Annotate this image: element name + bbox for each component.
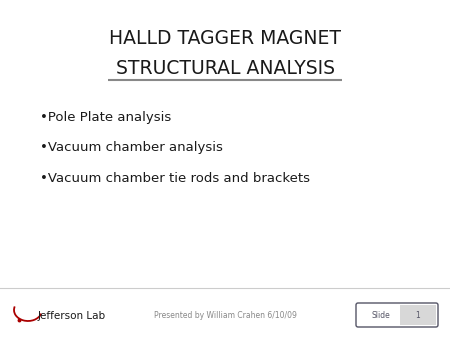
Text: 1: 1 [416, 311, 420, 319]
Text: Slide: Slide [372, 311, 391, 319]
Text: STRUCTURAL ANALYSIS: STRUCTURAL ANALYSIS [116, 58, 334, 77]
FancyBboxPatch shape [356, 303, 438, 327]
Text: HALLD TAGGER MAGNET: HALLD TAGGER MAGNET [109, 28, 341, 48]
Text: Jefferson Lab: Jefferson Lab [38, 311, 106, 321]
Text: Presented by William Crahen 6/10/09: Presented by William Crahen 6/10/09 [153, 312, 297, 320]
Text: •Pole Plate analysis: •Pole Plate analysis [40, 112, 171, 124]
FancyBboxPatch shape [400, 305, 436, 325]
Text: •Vacuum chamber analysis: •Vacuum chamber analysis [40, 142, 223, 154]
Text: •Vacuum chamber tie rods and brackets: •Vacuum chamber tie rods and brackets [40, 171, 310, 185]
